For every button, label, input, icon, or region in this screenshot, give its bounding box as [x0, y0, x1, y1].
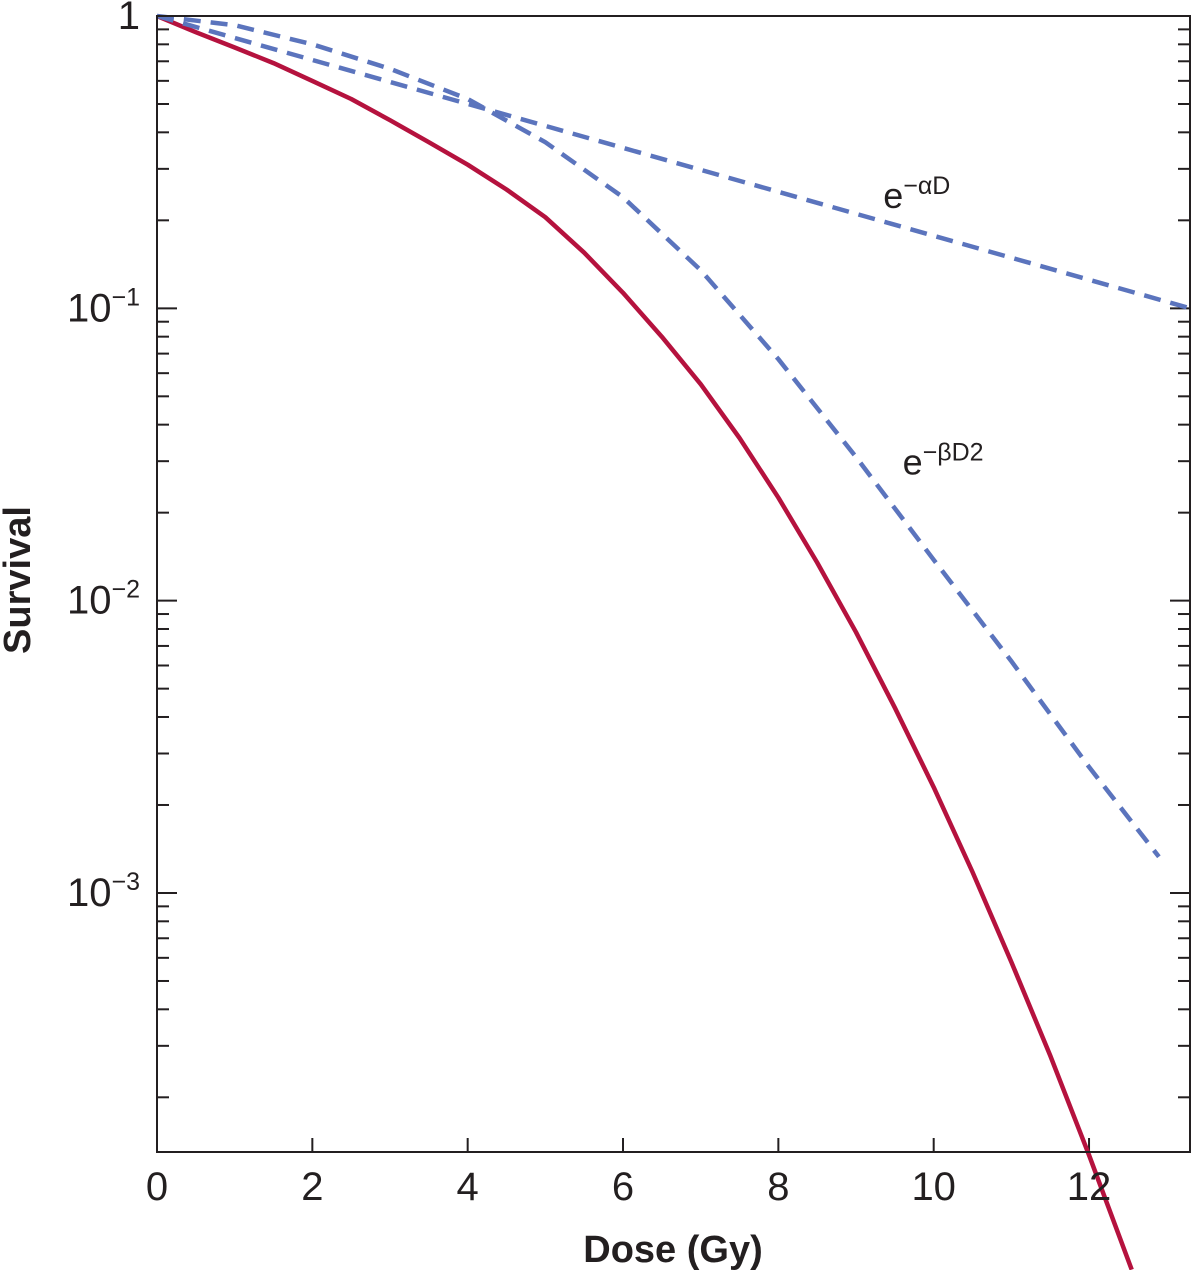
series-line-1: [156, 13, 1134, 1270]
x-tick-label: 6: [612, 1165, 634, 1209]
y-tick-label: 10−3: [67, 868, 140, 915]
curve-annotation: e−βD2: [903, 439, 984, 483]
y-tick-label: 10−2: [67, 576, 140, 623]
curve-annotation: e−αD: [883, 172, 950, 216]
x-tick-label: 12: [1067, 1165, 1112, 1209]
x-tick-label: 2: [301, 1165, 323, 1209]
x-axis-title: Dose (Gy): [583, 1229, 762, 1270]
series-lines: [156, 13, 1191, 1270]
y-axis-title: Survival: [0, 506, 39, 654]
annotations: e−αD e−βD2: [883, 172, 983, 482]
series-line-2: [156, 13, 1191, 311]
y-tick-label: 1: [118, 0, 140, 38]
x-tick-label: 8: [767, 1165, 789, 1209]
plot-frame: [156, 15, 1191, 1153]
x-tick-label: 0: [146, 1165, 168, 1209]
series-line-3: [156, 13, 1161, 859]
y-tick-label: 10−1: [67, 283, 140, 330]
axis-ticks: [156, 15, 1190, 1152]
x-tick-label: 4: [457, 1165, 479, 1209]
x-tick-label: 10: [911, 1165, 956, 1209]
tick-labels: 0 2 4 6 8 10 12 1 10−1 10−2 10−3: [67, 0, 1111, 1209]
